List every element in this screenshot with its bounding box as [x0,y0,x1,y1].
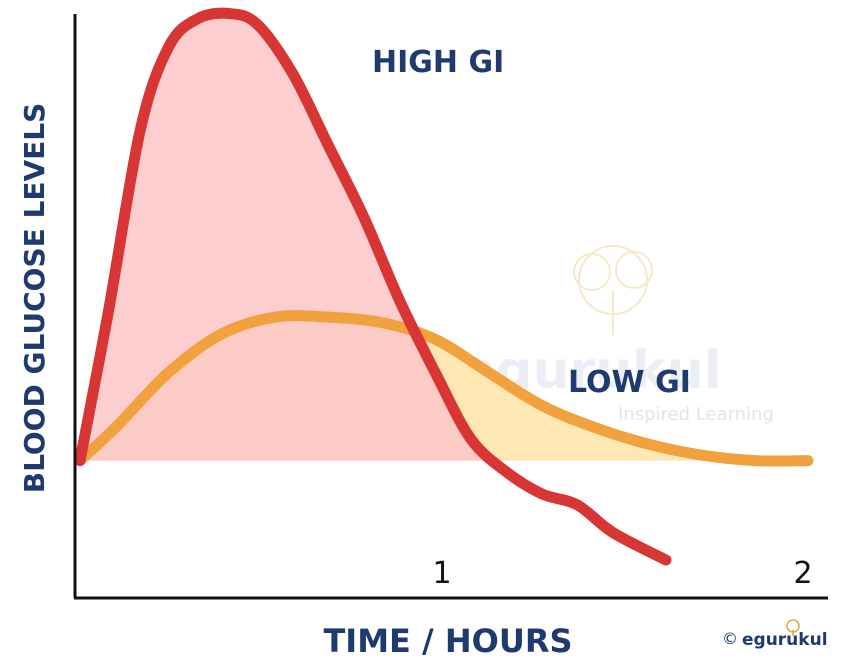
y-axis-title: BLOOD GLUCOSE LEVELS [18,103,51,494]
series-line-low-gi [74,310,814,467]
x-tick-label-1: 1 [432,556,451,591]
copyright-symbol: © [722,629,738,648]
series-line-high-gi [74,7,672,566]
tree-logo-icon [573,245,653,335]
plot-lines [74,7,814,566]
series-label-high-gi: HIGH GI [372,45,504,80]
copyright-brand: egurukul [742,630,828,650]
x-tick-label-2: 2 [793,556,812,591]
x-axis-title: TIME / HOURS [323,622,572,660]
series-label-low-gi: LOW GI [568,365,691,400]
copyright-tree-icon [786,619,800,636]
copyright-mark: © egurukul [722,619,828,650]
series-area-high-gi [80,13,495,461]
watermark-tagline: Inspired Learning [618,404,774,425]
